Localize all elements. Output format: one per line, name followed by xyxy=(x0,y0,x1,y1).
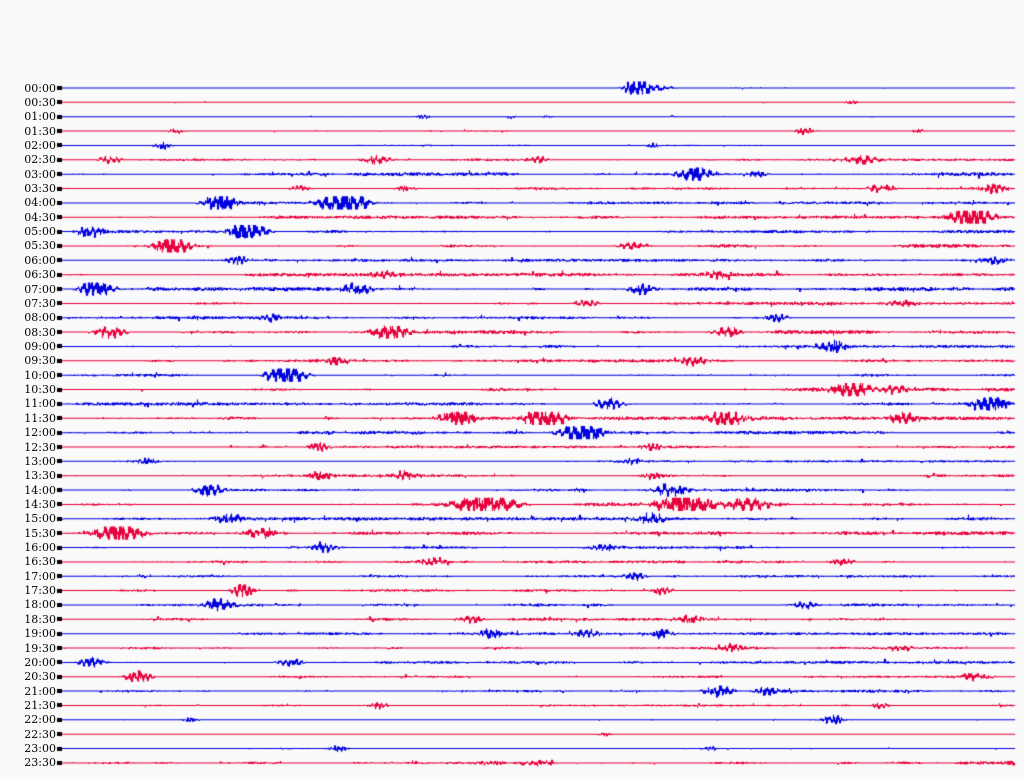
time-tick-label: 21:00 xyxy=(24,684,56,698)
time-tick-label: 20:00 xyxy=(24,655,56,669)
time-tick-label: 01:30 xyxy=(24,124,56,138)
time-tick-label: 22:00 xyxy=(24,713,56,727)
time-tick-label: 21:30 xyxy=(24,698,56,712)
time-tick-label: 18:30 xyxy=(24,612,56,626)
time-tick-label: 07:00 xyxy=(24,282,56,296)
time-tick-label: 09:00 xyxy=(24,339,56,353)
time-tick-label: 04:30 xyxy=(24,210,56,224)
time-tick-label: 10:00 xyxy=(24,368,56,382)
time-tick-label: 07:30 xyxy=(24,296,56,310)
time-tick-label: 00:30 xyxy=(24,95,56,109)
time-tick-label: 23:00 xyxy=(24,742,56,756)
time-tick-label: 22:30 xyxy=(24,727,56,741)
time-tick-label: 12:30 xyxy=(24,440,56,454)
time-tick-label: 08:00 xyxy=(24,311,56,325)
time-tick-label: 17:00 xyxy=(24,569,56,583)
time-tick-label: 02:30 xyxy=(24,153,56,167)
time-tick-label: 08:30 xyxy=(24,325,56,339)
time-tick-label: 05:00 xyxy=(24,225,56,239)
time-tick-label: 09:30 xyxy=(24,354,56,368)
time-axis-labels: 00:00 00:30 01:00 01:30 02:00 02:30 03:00 03:30… xyxy=(0,0,56,780)
time-tick-label: 04:00 xyxy=(24,196,56,210)
time-tick-label: 19:30 xyxy=(24,641,56,655)
time-tick-label: 16:30 xyxy=(24,555,56,569)
time-tick-label: 03:00 xyxy=(24,167,56,181)
time-tick-label: 06:00 xyxy=(24,253,56,267)
time-tick-label: 19:00 xyxy=(24,627,56,641)
time-tick-label: 15:00 xyxy=(24,512,56,526)
time-tick-label: 11:00 xyxy=(24,397,56,411)
time-tick-label: 01:00 xyxy=(24,110,56,124)
time-tick-label: 15:30 xyxy=(24,526,56,540)
time-tick-label: 13:30 xyxy=(24,469,56,483)
time-tick-label: 11:30 xyxy=(24,411,56,425)
time-tick-label: 00:00 xyxy=(24,81,56,95)
time-tick-label: 14:00 xyxy=(24,483,56,497)
time-tick-label: 14:30 xyxy=(24,497,56,511)
time-tick-label: 17:30 xyxy=(24,584,56,598)
time-tick-label: 10:30 xyxy=(24,383,56,397)
time-tick-label: 05:30 xyxy=(24,239,56,253)
time-tick-label: 06:30 xyxy=(24,268,56,282)
time-tick-label: 13:00 xyxy=(24,454,56,468)
time-tick-label: 16:00 xyxy=(24,541,56,555)
time-tick-label: 20:30 xyxy=(24,670,56,684)
time-tick-label: 03:30 xyxy=(24,182,56,196)
time-tick-label: 12:00 xyxy=(24,426,56,440)
time-tick-label: 02:00 xyxy=(24,138,56,152)
time-tick-label: 18:00 xyxy=(24,598,56,612)
time-tick-label: 23:30 xyxy=(24,756,56,770)
